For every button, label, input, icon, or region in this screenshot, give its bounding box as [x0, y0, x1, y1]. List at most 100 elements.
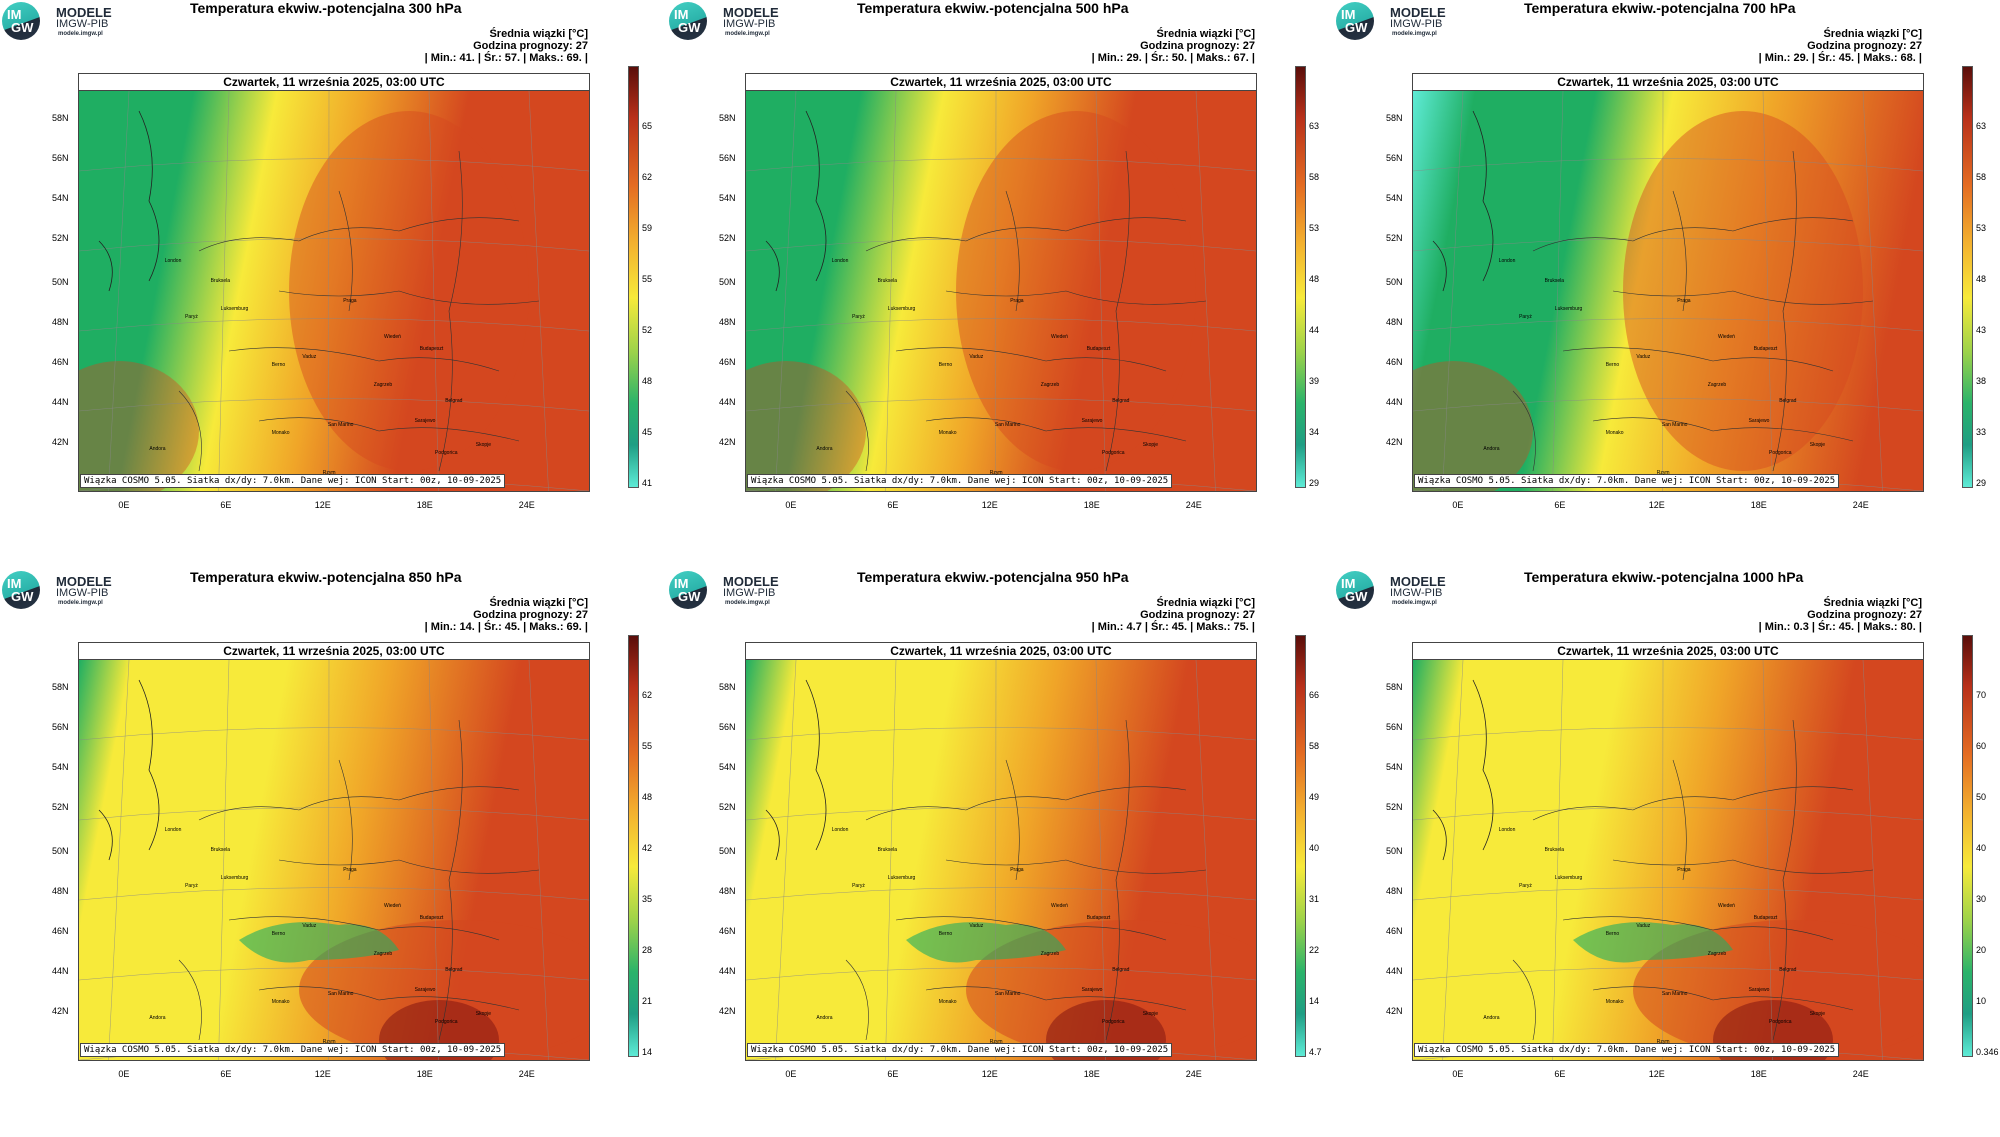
imgw-logo[interactable]: IM GW MODELE IMGW-PIB modele.imgw.pl — [669, 2, 819, 42]
field-map — [78, 90, 590, 492]
scale-tick: 53 — [1976, 223, 1987, 233]
city-label: Berno — [1605, 362, 1620, 368]
lon-label: 18E — [1083, 500, 1100, 510]
logo-circle-top: IM — [674, 7, 689, 22]
city-label: San Marino — [994, 422, 1021, 428]
lon-label: 18E — [1750, 500, 1767, 510]
logo-circle-bottom: GW — [11, 589, 34, 604]
valid-date: Czwartek, 11 września 2025, 03:00 UTC — [78, 642, 590, 659]
logo-url[interactable]: modele.imgw.pl — [725, 31, 770, 37]
lon-label: 12E — [1648, 500, 1665, 510]
lat-label: 56N — [52, 153, 69, 163]
valid-date: Czwartek, 11 września 2025, 03:00 UTC — [78, 73, 590, 90]
city-label: Praga — [1677, 298, 1691, 304]
panel-title: Temperatura ekwiw.-potencjalna 1000 hPa — [1524, 569, 1804, 585]
color-scale-bar — [1295, 635, 1306, 1057]
scale-tick: 58 — [1309, 741, 1320, 751]
city-label: Monako — [938, 430, 957, 436]
lon-label: 6E — [220, 500, 232, 510]
city-label: Bruksela — [210, 847, 231, 853]
lon-label: 12E — [314, 500, 331, 510]
city-label: Wiedeń — [1051, 334, 1068, 340]
legend-title: Średnia wiązki [°C] — [489, 597, 588, 609]
logo-url[interactable]: modele.imgw.pl — [58, 31, 103, 37]
scale-tick: 14 — [642, 1047, 653, 1057]
city-label: Podgorica — [1769, 450, 1792, 456]
city-label: London — [1498, 258, 1516, 264]
lat-label: 52N — [1386, 233, 1403, 243]
logo-circle-icon — [2, 2, 40, 40]
logo-circle-icon — [669, 571, 707, 609]
lat-label: 50N — [719, 846, 736, 856]
lat-label: 48N — [52, 886, 69, 896]
imgw-logo[interactable]: IM GW MODELE IMGW-PIB modele.imgw.pl — [2, 571, 152, 611]
lat-label: 44N — [1386, 966, 1403, 976]
city-label: Andora — [149, 446, 166, 452]
city-label: Zagrzeb — [1040, 382, 1060, 388]
city-label: Paryż — [852, 883, 865, 889]
scale-tick: 30 — [1976, 894, 1987, 904]
scale-tick: 44 — [1309, 325, 1320, 335]
field-map — [745, 90, 1257, 492]
scale-tick: 21 — [642, 996, 653, 1006]
lat-label: 48N — [1386, 886, 1403, 896]
legend-title: Średnia wiązki [°C] — [1823, 597, 1922, 609]
logo-url[interactable]: modele.imgw.pl — [1392, 31, 1437, 37]
city-label: Paryż — [185, 314, 198, 320]
logo-circle-bottom: GW — [678, 20, 701, 35]
city-label: Zagrzeb — [1707, 951, 1727, 957]
lat-label: 54N — [719, 762, 736, 772]
logo-url[interactable]: modele.imgw.pl — [58, 600, 103, 606]
logo-name: MODELE — [56, 574, 112, 589]
map-footer: Wiązka COSMO 5.05. Siatka dx/dy: 7.0km. … — [747, 474, 1173, 488]
scale-tick: 49 — [1309, 792, 1320, 802]
imgw-logo[interactable]: IM GW MODELE IMGW-PIB modele.imgw.pl — [1336, 2, 1486, 42]
city-label: Rzym — [1656, 470, 1670, 476]
city-label: Wiedeń — [384, 903, 401, 909]
logo-url[interactable]: modele.imgw.pl — [1392, 600, 1437, 606]
field-svg — [1413, 91, 1923, 491]
city-label: Vaduz — [302, 923, 317, 929]
map-footer: Wiązka COSMO 5.05. Siatka dx/dy: 7.0km. … — [1414, 1043, 1840, 1057]
scale-tick: 62 — [642, 172, 653, 182]
city-label: Praga — [343, 867, 357, 873]
forecast-panel-3: IM GW MODELE IMGW-PIB modele.imgw.pl Tem… — [0, 569, 666, 1137]
lat-label: 54N — [719, 193, 736, 203]
lon-label: 0E — [118, 1069, 130, 1079]
forecast-panel-1: IM GW MODELE IMGW-PIB modele.imgw.pl Tem… — [667, 0, 1333, 568]
logo-url[interactable]: modele.imgw.pl — [725, 600, 770, 606]
city-label: Monako — [271, 999, 290, 1005]
scale-tick: 42 — [642, 843, 653, 853]
imgw-logo[interactable]: IM GW MODELE IMGW-PIB modele.imgw.pl — [2, 2, 152, 42]
city-label: Sarajewo — [1748, 987, 1770, 993]
imgw-logo[interactable]: IM GW MODELE IMGW-PIB modele.imgw.pl — [669, 571, 819, 611]
city-label: Luksemburg — [887, 306, 916, 312]
lon-label: 24E — [1185, 1069, 1202, 1079]
city-label: London — [1498, 827, 1516, 833]
forecast-panel-0: IM GW MODELE IMGW-PIB modele.imgw.pl Tem… — [0, 0, 666, 568]
lat-label: 42N — [1386, 437, 1403, 447]
city-label: Zagrzeb — [373, 951, 393, 957]
city-label: Budapeszt — [419, 346, 444, 352]
scale-tick: 28 — [642, 945, 653, 955]
scale-tick: 14 — [1309, 996, 1320, 1006]
city-label: London — [831, 258, 849, 264]
imgw-logo[interactable]: IM GW MODELE IMGW-PIB modele.imgw.pl — [1336, 571, 1486, 611]
scale-tick: 48 — [1309, 274, 1320, 284]
lat-label: 52N — [52, 802, 69, 812]
city-label: Zagrzeb — [1040, 951, 1060, 957]
lat-label: 48N — [1386, 317, 1403, 327]
city-label: Berno — [938, 362, 953, 368]
city-label: Vaduz — [1636, 354, 1651, 360]
city-label: San Marino — [1661, 991, 1688, 997]
lat-label: 44N — [52, 397, 69, 407]
logo-name: MODELE — [723, 574, 779, 589]
city-label: Luksemburg — [1554, 306, 1583, 312]
scale-tick: 29 — [1309, 478, 1320, 488]
city-label: Praga — [1010, 867, 1024, 873]
city-label: Rzym — [322, 470, 336, 476]
scale-tick: 29 — [1976, 478, 1987, 488]
scale-tick: 10 — [1976, 996, 1987, 1006]
forecast-panel-5: IM GW MODELE IMGW-PIB modele.imgw.pl Tem… — [1334, 569, 2000, 1137]
map-footer: Wiązka COSMO 5.05. Siatka dx/dy: 7.0km. … — [80, 474, 506, 488]
